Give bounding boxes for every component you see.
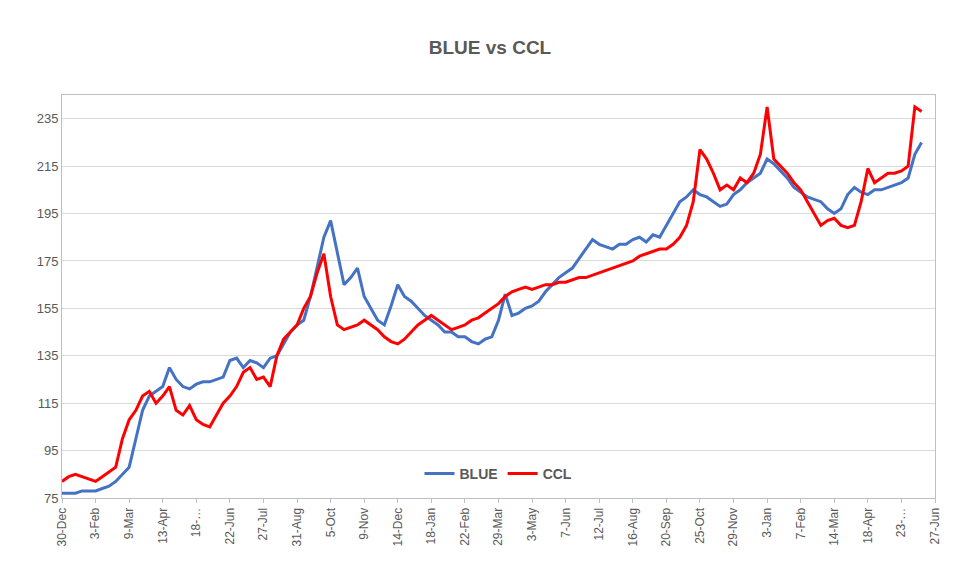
svg-text:22-Jun: 22-Jun	[223, 508, 237, 545]
svg-text:7-Jun: 7-Jun	[559, 508, 573, 538]
svg-text:29-Mar: 29-Mar	[491, 508, 505, 546]
svg-text:18-Apr: 18-Apr	[861, 508, 875, 544]
svg-text:5-Oct: 5-Oct	[324, 507, 338, 537]
svg-text:235: 235	[37, 111, 59, 126]
svg-text:25-Oct: 25-Oct	[693, 507, 707, 544]
svg-text:23-…: 23-…	[894, 508, 908, 537]
svg-text:7-Feb: 7-Feb	[794, 507, 808, 539]
svg-text:75: 75	[44, 491, 58, 506]
svg-text:175: 175	[37, 253, 59, 268]
svg-text:135: 135	[37, 348, 59, 363]
svg-text:155: 155	[37, 301, 59, 316]
svg-text:12-Jul: 12-Jul	[592, 508, 606, 541]
svg-text:9-Nov: 9-Nov	[357, 508, 371, 540]
svg-text:20-Sep: 20-Sep	[659, 507, 673, 546]
svg-text:27-Jun: 27-Jun	[928, 508, 942, 545]
svg-text:30-Dec: 30-Dec	[55, 508, 69, 547]
svg-text:3-Jan: 3-Jan	[760, 508, 774, 538]
svg-text:CCL: CCL	[543, 466, 572, 482]
svg-text:95: 95	[44, 443, 58, 458]
svg-text:BLUE vs CCL: BLUE vs CCL	[429, 37, 552, 58]
svg-text:18-…: 18-…	[189, 508, 203, 537]
svg-text:BLUE: BLUE	[460, 466, 498, 482]
svg-text:31-Aug: 31-Aug	[290, 508, 304, 547]
svg-text:27-Jul: 27-Jul	[256, 508, 270, 541]
svg-text:13-Apr: 13-Apr	[156, 508, 170, 544]
svg-text:22-Feb: 22-Feb	[458, 507, 472, 545]
svg-text:195: 195	[37, 206, 59, 221]
svg-text:18-Jan: 18-Jan	[424, 508, 438, 545]
svg-text:3-Feb: 3-Feb	[88, 507, 102, 539]
svg-text:215: 215	[37, 159, 59, 174]
svg-text:29-Nov: 29-Nov	[726, 508, 740, 547]
svg-text:16-Aug: 16-Aug	[626, 508, 640, 547]
svg-text:9-Mar: 9-Mar	[122, 508, 136, 539]
svg-text:14-Mar: 14-Mar	[827, 508, 841, 546]
svg-text:115: 115	[38, 396, 59, 411]
svg-text:3-May: 3-May	[525, 508, 539, 541]
svg-text:14-Dec: 14-Dec	[391, 508, 405, 547]
